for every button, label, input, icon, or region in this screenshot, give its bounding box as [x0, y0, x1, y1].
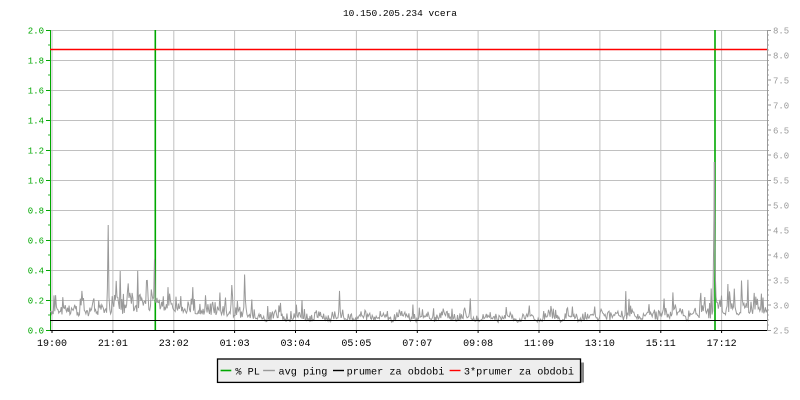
svg-text:11:09: 11:09	[524, 339, 554, 350]
svg-text:10.150.205.234 vcera: 10.150.205.234 vcera	[343, 8, 457, 19]
svg-text:6.0: 6.0	[773, 152, 789, 162]
svg-text:3.0: 3.0	[773, 302, 789, 312]
svg-text:05:05: 05:05	[341, 339, 371, 350]
svg-text:0.6: 0.6	[28, 237, 44, 247]
svg-text:1.8: 1.8	[28, 57, 44, 67]
svg-text:3.5: 3.5	[773, 277, 789, 287]
svg-text:1.6: 1.6	[28, 87, 44, 97]
svg-text:8.0: 8.0	[773, 52, 789, 62]
svg-text:01:03: 01:03	[220, 339, 250, 350]
svg-text:0.4: 0.4	[28, 267, 44, 277]
svg-text:1.4: 1.4	[28, 117, 44, 127]
svg-text:avg ping: avg ping	[279, 367, 328, 379]
svg-text:0.0: 0.0	[28, 327, 44, 337]
svg-text:% PL: % PL	[235, 368, 259, 379]
svg-text:3*prumer za obdobi: 3*prumer za obdobi	[464, 367, 574, 379]
svg-text:2.5: 2.5	[773, 327, 789, 337]
svg-text:1.0: 1.0	[28, 177, 44, 187]
svg-text:1.2: 1.2	[28, 147, 44, 157]
svg-text:21:01: 21:01	[98, 339, 128, 350]
svg-text:13:10: 13:10	[585, 339, 615, 350]
svg-text:19:00: 19:00	[37, 339, 67, 350]
svg-text:prumer za obdobi: prumer za obdobi	[347, 367, 445, 379]
svg-text:15:11: 15:11	[646, 339, 676, 350]
svg-text:4.0: 4.0	[773, 252, 789, 262]
svg-text:2.0: 2.0	[28, 27, 44, 37]
svg-text:5.0: 5.0	[773, 202, 789, 212]
svg-text:17:12: 17:12	[707, 339, 737, 350]
svg-text:03:04: 03:04	[280, 339, 310, 350]
svg-text:23:02: 23:02	[159, 339, 189, 350]
svg-text:0.8: 0.8	[28, 207, 44, 217]
svg-text:07:07: 07:07	[402, 339, 432, 350]
svg-text:7.0: 7.0	[773, 102, 789, 112]
svg-text:5.5: 5.5	[773, 177, 789, 187]
svg-text:8.5: 8.5	[773, 27, 789, 37]
svg-text:7.5: 7.5	[773, 77, 789, 87]
svg-text:6.5: 6.5	[773, 127, 789, 137]
svg-text:0.2: 0.2	[28, 297, 44, 307]
svg-text:4.5: 4.5	[773, 227, 789, 237]
svg-text:09:08: 09:08	[463, 339, 493, 350]
